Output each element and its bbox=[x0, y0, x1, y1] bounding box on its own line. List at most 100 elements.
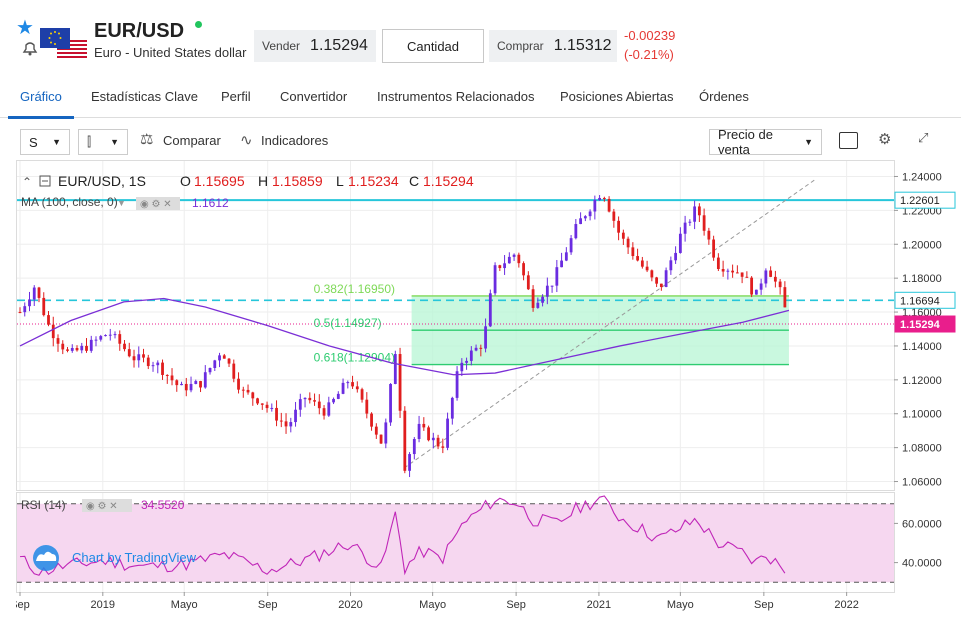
change-percent: (-0.21%) bbox=[624, 47, 674, 62]
candle-body bbox=[308, 397, 312, 401]
fullscreen-icon[interactable]: ⤢ bbox=[918, 130, 929, 145]
legend-low: 1.15234 bbox=[348, 173, 399, 189]
indicators-icon[interactable]: ∿ bbox=[240, 132, 253, 149]
candle-body bbox=[47, 315, 50, 325]
price-tag-box bbox=[894, 315, 956, 333]
candle-body bbox=[693, 206, 697, 222]
candle-body bbox=[75, 347, 79, 351]
x-tick-label: Sep bbox=[16, 599, 30, 611]
candle-body bbox=[621, 232, 625, 239]
snapshot-icon[interactable] bbox=[839, 132, 858, 149]
watermark-text: Chart by TradingView bbox=[72, 550, 197, 565]
quantity-field[interactable]: Cantidad bbox=[382, 29, 484, 63]
tab-bar: Gráfico Estadísticas Clave Perfil Conver… bbox=[0, 72, 961, 119]
candle-body bbox=[721, 268, 725, 272]
candle-body bbox=[23, 306, 27, 313]
candle-body bbox=[146, 357, 150, 367]
candle-body bbox=[541, 296, 544, 303]
star-icon[interactable]: ★ bbox=[16, 17, 34, 39]
interval-select[interactable]: S ▼ bbox=[20, 129, 70, 155]
candle-body bbox=[142, 354, 145, 358]
legend-collapse-icon[interactable]: ⌃ bbox=[22, 175, 32, 189]
price-type-select[interactable]: Precio de venta ▼ bbox=[709, 127, 822, 157]
eye-icon[interactable]: ◉ ⚙ ✕ bbox=[140, 199, 172, 210]
candle-body bbox=[403, 410, 407, 471]
chevron-down-icon: ▼ bbox=[110, 137, 119, 147]
candle-body bbox=[545, 285, 549, 297]
fibonacci-levels: 0.382(1.16950) 0.5(1.14927) 0.618(1.12904) bbox=[314, 282, 789, 366]
ma-settings-icons[interactable] bbox=[136, 197, 180, 210]
compare-button[interactable]: Comparar bbox=[163, 133, 221, 148]
chart-area[interactable]: 0.382(1.16950) 0.5(1.14927) 0.618(1.12904)… bbox=[10, 160, 961, 617]
tab-estadisticas-clave[interactable]: Estadísticas Clave bbox=[91, 89, 198, 104]
legend-high: 1.15859 bbox=[272, 173, 323, 189]
candle-body bbox=[199, 381, 202, 388]
candle-body bbox=[161, 362, 164, 375]
candle-body bbox=[294, 409, 297, 423]
x-tick-label: Mayo bbox=[419, 599, 446, 611]
compare-icon[interactable]: ⚖ bbox=[140, 131, 154, 148]
ma-legend-label: MA (100, close, 0) bbox=[21, 195, 118, 209]
candle-body bbox=[108, 334, 112, 336]
y-tick-label: 1.12000 bbox=[902, 375, 942, 387]
candle-body bbox=[94, 339, 98, 341]
candle-body bbox=[123, 343, 126, 350]
candle-body bbox=[284, 421, 288, 427]
candle-body bbox=[455, 371, 459, 398]
candle-body bbox=[208, 367, 212, 373]
x-tick-label: Sep bbox=[754, 599, 774, 611]
chevron-down-icon: ▼ bbox=[804, 137, 813, 147]
candle-body bbox=[213, 360, 217, 368]
candle-body bbox=[360, 389, 364, 400]
candle-body bbox=[351, 382, 354, 387]
price-tag-label: 1.15294 bbox=[900, 319, 941, 331]
buy-box[interactable]: Comprar 1.15312 bbox=[489, 30, 617, 62]
candle-body bbox=[336, 393, 340, 399]
tab-instrumentos-relacionados[interactable]: Instrumentos Relacionados bbox=[377, 89, 535, 104]
tab-perfil[interactable]: Perfil bbox=[221, 89, 251, 104]
tab-grafico[interactable]: Gráfico bbox=[20, 89, 62, 104]
rsi-settings-icons[interactable] bbox=[82, 499, 132, 512]
chevron-down-icon[interactable]: ▼ bbox=[117, 198, 126, 208]
candle-body bbox=[574, 224, 578, 239]
indicators-button[interactable]: Indicadores bbox=[261, 133, 329, 148]
candle-body bbox=[118, 334, 122, 344]
legend-low-label: L bbox=[336, 173, 344, 189]
sell-box[interactable]: Vender 1.15294 bbox=[254, 30, 376, 62]
candle-body bbox=[56, 338, 60, 344]
candle-body bbox=[450, 397, 454, 419]
candle-body bbox=[697, 206, 701, 216]
candle-body bbox=[750, 277, 754, 295]
candle-body bbox=[393, 354, 397, 384]
candle-body bbox=[379, 434, 383, 444]
candle-body bbox=[569, 238, 573, 253]
candle-body bbox=[650, 270, 654, 278]
ma-legend-value: 1.1612 bbox=[192, 196, 229, 210]
gear-icon[interactable]: ⚙ bbox=[878, 131, 892, 148]
sell-price: 1.15294 bbox=[310, 37, 368, 54]
candle-body bbox=[593, 200, 597, 212]
tradingview-watermark[interactable]: Chart by TradingView bbox=[33, 545, 197, 571]
tab-posiciones-abiertas[interactable]: Posiciones Abiertas bbox=[560, 89, 674, 104]
candle-body bbox=[659, 283, 663, 287]
chart-type-select[interactable]: ⫿ ▼ bbox=[78, 129, 128, 155]
candlesticks bbox=[18, 194, 787, 478]
y-tick-label: 1.10000 bbox=[902, 409, 942, 421]
tab-ordenes[interactable]: Órdenes bbox=[699, 89, 749, 104]
x-tick-label: Mayo bbox=[667, 599, 694, 611]
eye-icon[interactable]: ◉ ⚙ ✕ bbox=[86, 501, 118, 512]
candle-body bbox=[607, 198, 611, 212]
legend-symbol: EUR/USD, 1S bbox=[58, 173, 146, 189]
candle-body bbox=[754, 289, 758, 295]
candle-body bbox=[512, 254, 516, 257]
candle-body bbox=[298, 399, 302, 410]
legend-menu-icon[interactable] bbox=[39, 175, 51, 187]
candle-body bbox=[446, 418, 449, 448]
candle-body bbox=[37, 287, 41, 298]
bell-icon[interactable] bbox=[20, 40, 40, 56]
candle-body bbox=[583, 216, 587, 219]
tab-convertidor[interactable]: Convertidor bbox=[280, 89, 348, 104]
candle-body bbox=[189, 383, 193, 391]
candle-body bbox=[180, 383, 183, 386]
price-chart[interactable]: 0.382(1.16950) 0.5(1.14927) 0.618(1.12904)… bbox=[10, 160, 961, 617]
